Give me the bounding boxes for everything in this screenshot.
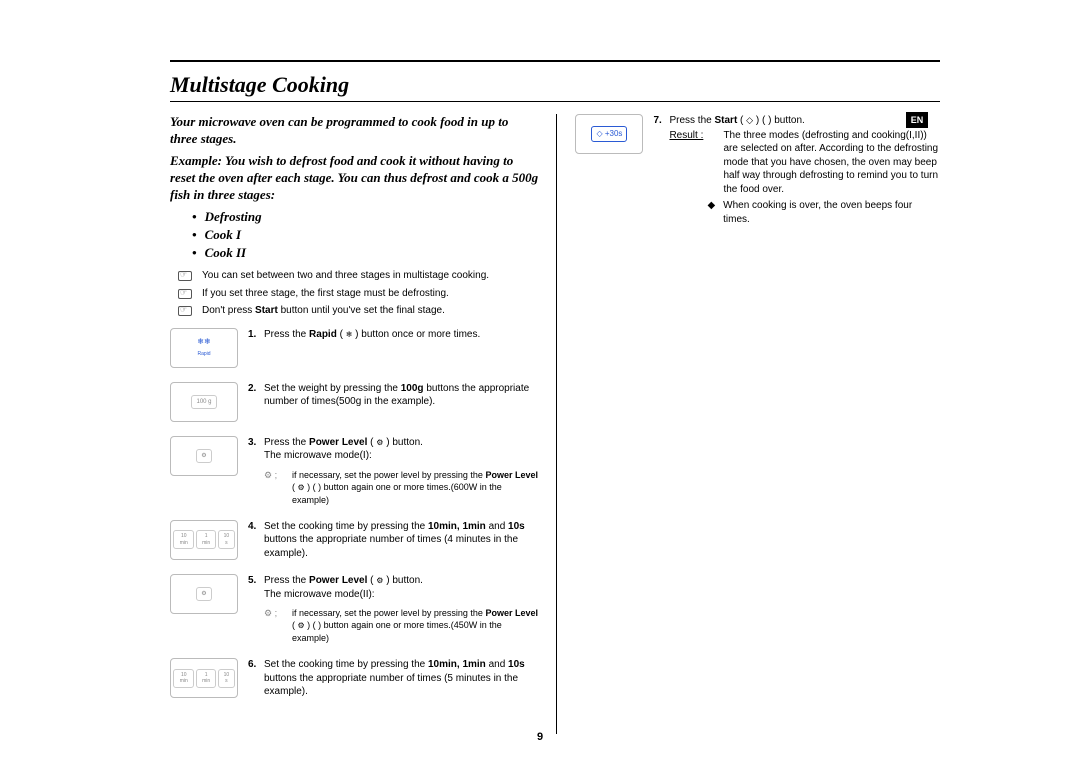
step-text: Press the Power Level ( ⚙ ) button.The m… <box>264 436 538 463</box>
intro-p2: Example: You wish to defrost food and co… <box>170 153 538 204</box>
power-level-icon: ⚙ ; <box>264 469 284 506</box>
note-icon <box>178 271 192 281</box>
intro-p1: Your microwave oven can be programmed to… <box>170 114 538 148</box>
notes-block: You can set between two and three stages… <box>178 269 538 318</box>
language-tab: EN <box>906 112 928 128</box>
result-label: Result : <box>669 129 723 197</box>
bullet-cook1: Cook I <box>205 226 241 244</box>
step-text: Set the weight by pressing the 100g butt… <box>264 382 538 409</box>
note-1: You can set between two and three stages… <box>202 269 489 283</box>
manual-page: Multistage Cooking Your microwave oven c… <box>170 60 940 734</box>
panel-power-level: ⚙ <box>170 574 238 614</box>
bullet-cook2: Cook II <box>205 244 247 262</box>
step-number: 2. <box>248 382 264 409</box>
note-3: Don't press Start button until you've se… <box>202 304 445 318</box>
top-rule <box>170 60 940 62</box>
step-1: ❄❄Rapid 1. Press the Rapid ( ❄ ) button … <box>170 328 538 368</box>
stage-bullets: •Defrosting •Cook I •Cook II <box>170 208 538 261</box>
panel-time-keys: 10 min 1 min 10 s <box>170 520 238 560</box>
left-column: Your microwave oven can be programmed to… <box>170 114 538 734</box>
panel-power-level: ⚙ <box>170 436 238 476</box>
step-number: 5. <box>248 574 264 601</box>
step-6: 10 min 1 min 10 s 6. Set the cooking tim… <box>170 658 538 699</box>
title-underline <box>170 101 940 102</box>
panel-start: ◇ +30s <box>575 114 643 154</box>
step-2: 100 g 2. Set the weight by pressing the … <box>170 382 538 422</box>
diamond-icon: ◆ <box>707 199 715 226</box>
panel-rapid: ❄❄Rapid <box>170 328 238 368</box>
step-number: 4. <box>248 520 264 561</box>
right-column: ◇ +30s 7. Press the Start ( ◇ ) ( ) butt… <box>575 114 940 734</box>
key-power-level: ⚙ <box>196 449 211 463</box>
step-subnote: ⚙ ; if necessary, set the power level by… <box>264 469 538 506</box>
bullet-defrosting: Defrosting <box>205 208 262 226</box>
diamond-text: When cooking is over, the oven beeps fou… <box>723 199 940 226</box>
note-2: If you set three stage, the first stage … <box>202 287 449 301</box>
step-7: ◇ +30s 7. Press the Start ( ◇ ) ( ) butt… <box>575 114 940 226</box>
page-title: Multistage Cooking <box>170 72 940 98</box>
power-level-icon: ⚙ ; <box>264 607 284 644</box>
step-subnote: ⚙ ; if necessary, set the power level by… <box>264 607 538 644</box>
step-text: Press the Rapid ( ❄ ) button once or mor… <box>264 328 538 342</box>
result-text: The three modes (defrosting and cooking(… <box>723 129 940 197</box>
step-number: 6. <box>248 658 264 699</box>
panel-100g: 100 g <box>170 382 238 422</box>
note-icon <box>178 289 192 299</box>
step-number: 7. <box>653 114 669 128</box>
page-number: 9 <box>0 731 1080 743</box>
panel-time-keys: 10 min 1 min 10 s <box>170 658 238 698</box>
step-3: ⚙ 3. Press the Power Level ( ⚙ ) button.… <box>170 436 538 506</box>
step-text: Press the Start ( ◇ ) ( ) button. <box>669 114 940 128</box>
key-power-level: ⚙ <box>196 587 211 601</box>
step-text: Set the cooking time by pressing the 10m… <box>264 658 538 699</box>
step-text: Set the cooking time by pressing the 10m… <box>264 520 538 561</box>
key-start-30s: ◇ +30s <box>591 126 627 143</box>
steps-list: ❄❄Rapid 1. Press the Rapid ( ❄ ) button … <box>170 328 538 699</box>
key-100g: 100 g <box>191 395 216 409</box>
step-number: 1. <box>248 328 264 342</box>
two-columns: Your microwave oven can be programmed to… <box>170 114 940 734</box>
rapid-icon: ❄❄Rapid <box>197 337 210 359</box>
step-4: 10 min 1 min 10 s 4. Set the cooking tim… <box>170 520 538 561</box>
column-divider <box>556 114 557 734</box>
step-number: 3. <box>248 436 264 463</box>
step-text: Press the Power Level ( ⚙ ) button.The m… <box>264 574 538 601</box>
note-icon <box>178 306 192 316</box>
step-5: ⚙ 5. Press the Power Level ( ⚙ ) button.… <box>170 574 538 644</box>
